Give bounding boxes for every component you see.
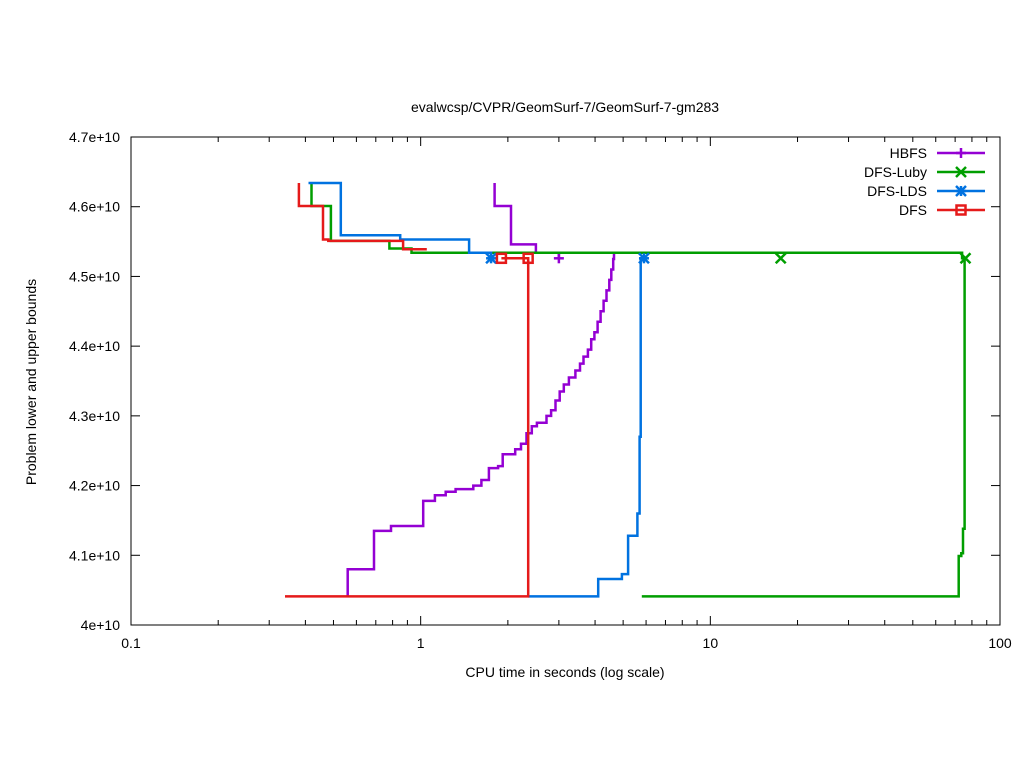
legend: HBFS DFS-Luby DFS-LDS DFS	[864, 145, 985, 218]
legend-label: DFS-LDS	[867, 183, 927, 199]
x-axis-label: CPU time in seconds (log scale)	[465, 664, 664, 680]
plot-area	[130, 136, 1001, 626]
x-tick-label: 1	[417, 635, 425, 651]
series-dfs-lds-marker	[485, 252, 497, 265]
series-layer	[285, 181, 972, 598]
y-tick-label: 4e+10	[81, 617, 121, 633]
series-dfs-luby-marker	[774, 252, 787, 265]
legend-item-dfs-luby: DFS-Luby	[864, 164, 985, 180]
series-hbfs-upper-line	[493, 183, 561, 259]
series-hbfs-marker	[553, 253, 564, 264]
legend-label: HBFS	[890, 145, 927, 161]
legend-item-dfs: DFS	[899, 202, 985, 218]
series-dfs-lds-lower-line	[528, 257, 647, 598]
series-dfs-lower-line	[285, 257, 530, 598]
y-tick-label: 4.5e+10	[69, 268, 120, 284]
series-dfs-marker	[522, 252, 534, 265]
series-dfs-lds-marker	[638, 252, 650, 265]
legend-label: DFS-Luby	[864, 164, 927, 180]
y-axis-label: Problem lower and upper bounds	[23, 279, 39, 485]
legend-label: DFS	[899, 202, 927, 218]
legend-item-dfs-lds: DFS-LDS	[867, 183, 985, 199]
legend-marker	[955, 166, 967, 178]
y-tick-label: 4.3e+10	[69, 408, 120, 424]
chart-title: evalwcsp/CVPR/GeomSurf-7/GeomSurf-7-gm28…	[411, 99, 719, 115]
y-tick-label: 4.7e+10	[69, 129, 120, 145]
y-tick-label: 4.2e+10	[69, 478, 120, 494]
legend-marker	[956, 148, 966, 158]
series-dfs-luby-lower-line	[641, 258, 966, 598]
y-tick-label: 4.4e+10	[69, 338, 120, 354]
series-dfs-lds-upper-line	[308, 181, 493, 259]
series-dfs-luby-marker	[959, 252, 972, 265]
series-dfs-marker	[495, 252, 508, 265]
series-dfs-upper-line	[297, 183, 427, 251]
axes: 0.1 1 10 100 4e+10 4.1e+10 4.2e+10 4.3e+10 4.4e+…	[69, 129, 1012, 651]
x-tick-label: 100	[988, 635, 1012, 651]
legend-item-hbfs: HBFS	[890, 145, 985, 161]
y-tick-label: 4.6e+10	[69, 199, 120, 215]
series-hbfs-lower-line	[346, 253, 616, 597]
y-tick-label: 4.1e+10	[69, 547, 120, 563]
x-tick-label: 0.1	[121, 635, 141, 651]
legend-marker	[955, 204, 967, 216]
legend-marker	[955, 185, 967, 197]
plot-border	[130, 136, 1001, 626]
x-tick-label: 10	[703, 635, 719, 651]
